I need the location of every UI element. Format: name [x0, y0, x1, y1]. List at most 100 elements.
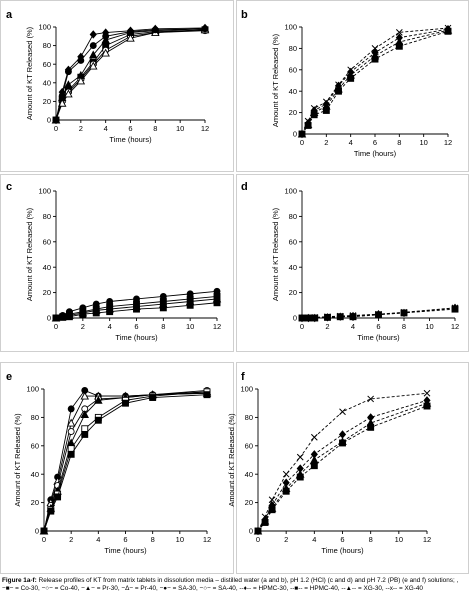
- series-6: [52, 23, 209, 125]
- panel-a: a 0 20 40 60 80 100 0 2 4 6 8 10 12 Time (hours) Amount…: [0, 0, 234, 172]
- x-tick-label: 4: [351, 322, 355, 331]
- panel-label: b: [241, 9, 248, 21]
- y-axis-title: Amount of KT Released (%): [271, 33, 280, 127]
- data-point: [304, 117, 312, 125]
- x-tick-label: 0: [54, 322, 58, 331]
- series-line: [257, 399, 428, 532]
- y-tick-label: 80: [43, 41, 51, 50]
- caption-figure-label: Figure 1a-f:: [2, 577, 37, 584]
- data-point: [88, 61, 98, 70]
- series-line: [301, 28, 449, 135]
- data-point: [94, 416, 102, 424]
- y-tick-label: 20: [31, 498, 39, 507]
- x-axis-title: Time (hours): [109, 135, 152, 144]
- data-point: [126, 26, 135, 35]
- data-point: [336, 312, 344, 320]
- y-axis-title: Amount of KT Released (%): [13, 413, 22, 507]
- y-tick-label: 60: [289, 237, 297, 246]
- data-point: [64, 65, 73, 74]
- x-tick-label: 10: [186, 322, 194, 331]
- x-tick-label: 8: [153, 124, 157, 133]
- data-point: [268, 496, 276, 504]
- x-tick-label: 10: [176, 535, 184, 544]
- panel-label: a: [6, 9, 13, 21]
- x-tick-label: 6: [340, 535, 344, 544]
- x-tick-label: 8: [151, 535, 155, 544]
- x-tick-label: 2: [325, 322, 329, 331]
- x-tick-label: 2: [324, 138, 328, 147]
- data-point: [67, 450, 75, 458]
- data-point: [296, 473, 304, 481]
- y-tick-label: 20: [245, 498, 253, 507]
- x-tick-label: 4: [108, 322, 112, 331]
- series-line: [257, 392, 428, 532]
- x-tick-label: 6: [128, 124, 132, 133]
- y-tick-label: 80: [245, 413, 253, 422]
- x-tick-label: 0: [42, 535, 46, 544]
- series-line: [301, 27, 449, 135]
- data-point: [80, 410, 90, 419]
- data-point: [89, 42, 97, 50]
- x-tick-label: 0: [300, 322, 304, 331]
- x-axis-title: Time (hours): [321, 546, 364, 555]
- y-tick-label: 60: [289, 65, 297, 74]
- data-point: [400, 308, 408, 316]
- x-tick-label: 6: [376, 322, 380, 331]
- data-point: [298, 314, 306, 322]
- data-point: [444, 24, 452, 32]
- x-tick-label: 12: [444, 138, 452, 147]
- series-4: [254, 402, 431, 535]
- series-4: [39, 387, 212, 535]
- x-tick-label: 4: [96, 535, 100, 544]
- data-point: [298, 130, 306, 138]
- panel-f: f 0 20 40 60 80 100 0 2 4 6 8 10 12 Time (hours) Amount…: [227, 362, 469, 574]
- x-axis-title: Time (hours): [354, 149, 397, 158]
- data-point: [149, 394, 157, 401]
- data-point: [94, 395, 103, 404]
- data-point: [101, 35, 110, 44]
- data-point: [67, 405, 75, 413]
- series-1: [298, 24, 452, 139]
- x-axis-title: Time (hours): [104, 546, 147, 555]
- data-point: [66, 418, 76, 427]
- data-point: [89, 30, 97, 39]
- data-point: [52, 314, 60, 322]
- data-point: [77, 52, 85, 61]
- y-tick-label: 40: [289, 263, 297, 272]
- data-point: [339, 408, 346, 416]
- data-point: [159, 304, 167, 312]
- data-point: [451, 305, 459, 313]
- panel-label: d: [241, 181, 248, 193]
- data-point: [296, 453, 304, 461]
- panel-label: e: [6, 371, 12, 383]
- series-line: [257, 402, 428, 532]
- data-point: [213, 299, 221, 307]
- data-point: [371, 45, 379, 52]
- data-point: [375, 310, 382, 318]
- y-tick-label: 0: [35, 527, 39, 536]
- panel-b: b 0 20 40 60 80 100 0 2 4 6 8 10 12 Time (hours) Amount…: [236, 0, 469, 172]
- series-3: [297, 25, 453, 138]
- x-tick-label: 4: [312, 535, 316, 544]
- x-tick-label: 6: [123, 535, 127, 544]
- x-tick-label: 4: [104, 124, 108, 133]
- data-point: [102, 28, 110, 37]
- y-tick-label: 100: [26, 385, 39, 394]
- data-point: [54, 493, 62, 501]
- x-tick-label: 12: [201, 124, 209, 133]
- x-tick-label: 2: [79, 124, 83, 133]
- series-line: [43, 389, 208, 532]
- data-point: [79, 310, 87, 318]
- data-point: [64, 80, 73, 89]
- y-tick-label: 40: [43, 263, 51, 272]
- data-point: [282, 487, 290, 495]
- data-point: [310, 462, 318, 470]
- data-point: [261, 519, 269, 526]
- data-point: [347, 66, 355, 74]
- series-line: [301, 30, 449, 135]
- data-point: [58, 87, 66, 97]
- y-tick-label: 0: [293, 130, 297, 139]
- data-point: [310, 455, 319, 464]
- data-point: [64, 89, 73, 98]
- data-point: [339, 439, 346, 447]
